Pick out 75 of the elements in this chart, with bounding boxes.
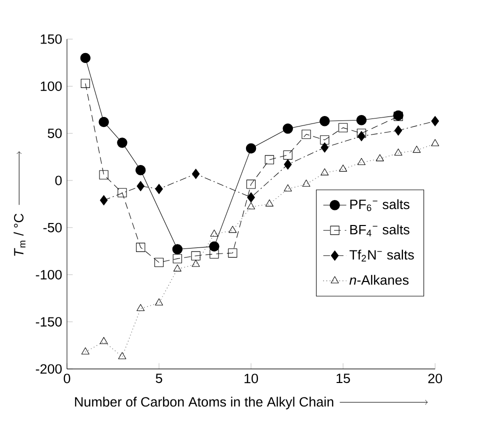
point bbox=[228, 226, 237, 233]
point bbox=[356, 114, 367, 126]
point bbox=[283, 150, 292, 160]
point bbox=[118, 188, 127, 198]
point bbox=[431, 139, 440, 146]
y-tick-label: -100 bbox=[36, 270, 62, 280]
point bbox=[209, 241, 220, 252]
point bbox=[338, 122, 348, 132]
x-tick-label: 0 bbox=[64, 374, 70, 384]
x-axis-title: Number of Carbon Atoms in the Alkyl Chain bbox=[75, 396, 334, 410]
point bbox=[173, 264, 182, 272]
legend-label: BF$_{4}$$^{−}$ salts bbox=[350, 224, 410, 236]
x-tick-label: 20 bbox=[428, 374, 442, 384]
legend-label: PF$_{6}$$^{−}$ salts bbox=[350, 199, 410, 212]
point bbox=[155, 184, 163, 194]
point bbox=[210, 229, 218, 236]
point bbox=[136, 242, 146, 252]
point bbox=[154, 258, 164, 267]
point bbox=[412, 146, 421, 153]
x-tick-label: 5 bbox=[156, 374, 162, 383]
point bbox=[135, 164, 146, 176]
point bbox=[358, 130, 366, 142]
point bbox=[136, 304, 145, 311]
point bbox=[247, 192, 255, 202]
point bbox=[155, 298, 164, 306]
point bbox=[339, 164, 348, 172]
point bbox=[100, 336, 108, 344]
point bbox=[118, 352, 126, 359]
point bbox=[284, 184, 292, 192]
point bbox=[246, 143, 256, 154]
point bbox=[356, 128, 366, 138]
point bbox=[284, 159, 292, 170]
point bbox=[100, 195, 108, 206]
point bbox=[172, 254, 182, 264]
point bbox=[246, 180, 256, 189]
point bbox=[192, 168, 200, 179]
point bbox=[282, 123, 293, 134]
legend-label: Tf$_{2}$N$^{−}$ salts bbox=[350, 250, 414, 262]
point bbox=[117, 138, 128, 148]
point bbox=[264, 155, 274, 164]
y-tick-label: 50 bbox=[48, 128, 62, 138]
point bbox=[320, 168, 329, 176]
y-tick-label: 150 bbox=[40, 34, 62, 44]
point bbox=[320, 116, 330, 126]
y-axis-title: T$_{m}$ / °C bbox=[14, 214, 26, 256]
point bbox=[394, 125, 402, 136]
point bbox=[210, 249, 219, 258]
y-tick-label: 100 bbox=[40, 81, 62, 91]
point bbox=[302, 130, 311, 139]
point bbox=[320, 142, 329, 152]
y-tick-label: -50 bbox=[43, 222, 62, 232]
y-tick-label: -200 bbox=[36, 364, 62, 374]
point bbox=[191, 251, 200, 260]
point bbox=[265, 199, 274, 206]
point bbox=[228, 248, 238, 258]
point bbox=[80, 78, 90, 88]
point bbox=[247, 202, 256, 210]
point bbox=[302, 180, 310, 187]
point bbox=[80, 52, 90, 63]
x-tick-label: 10 bbox=[244, 374, 258, 384]
point bbox=[81, 347, 90, 354]
y-tick-label: -150 bbox=[36, 316, 62, 326]
point bbox=[376, 154, 384, 162]
point bbox=[394, 148, 402, 156]
point bbox=[136, 180, 145, 192]
point bbox=[98, 116, 109, 128]
point bbox=[99, 170, 108, 180]
legend-label: n-Alkanes bbox=[349, 274, 409, 285]
point bbox=[320, 135, 330, 144]
point bbox=[172, 244, 183, 254]
y-tick-label: 0 bbox=[55, 176, 62, 186]
point bbox=[431, 116, 439, 126]
x-tick-label: 15 bbox=[336, 374, 350, 383]
point bbox=[192, 260, 200, 267]
point bbox=[357, 158, 366, 165]
